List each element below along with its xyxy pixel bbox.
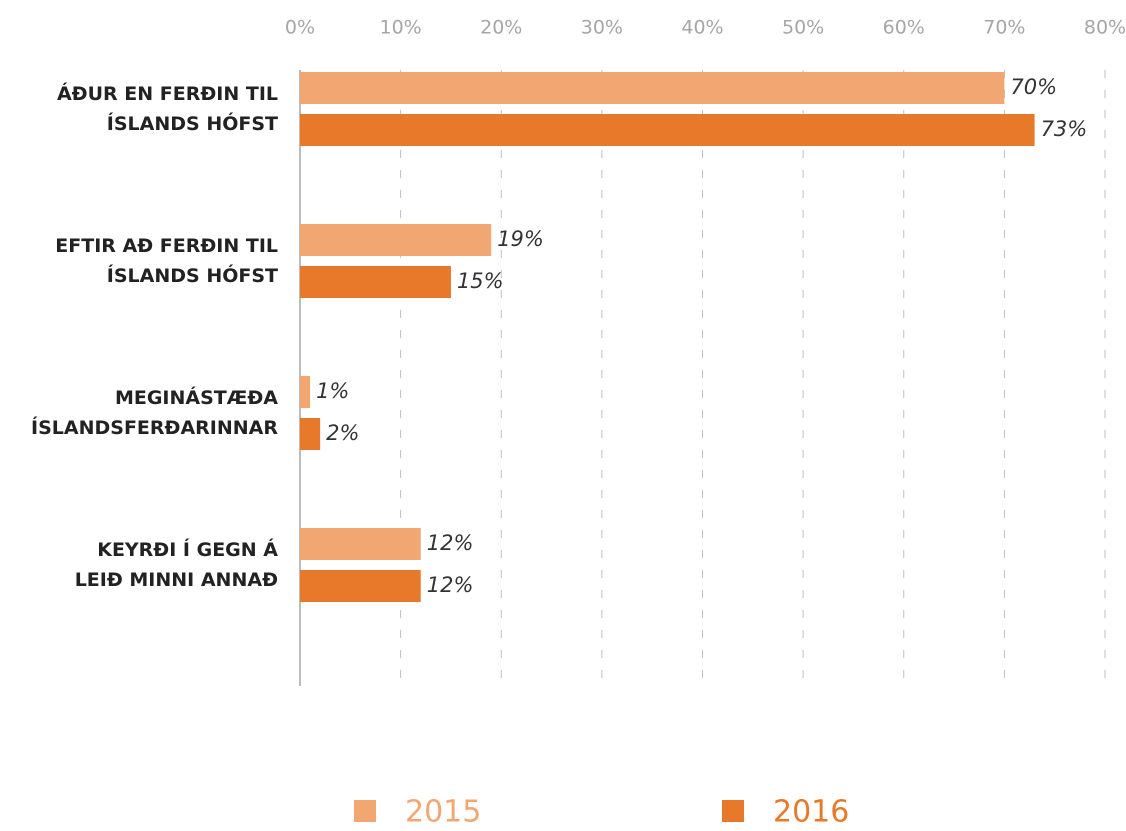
bar (300, 114, 1035, 146)
bar (300, 224, 492, 256)
legend-label: 2015 (405, 795, 481, 830)
legend-label: 2016 (773, 795, 849, 830)
bar (300, 528, 421, 560)
x-tick-label: 50% (782, 17, 824, 39)
x-tick-label: 30% (581, 17, 623, 39)
value-label: 15% (457, 269, 504, 293)
value-label: 2% (326, 421, 359, 445)
value-label: 1% (316, 379, 349, 403)
x-tick-label: 20% (480, 17, 522, 39)
category-label: MEGINÁSTÆÐA ÍSLANDSFERÐARINNAR (31, 386, 278, 439)
category-label: EFTIR AÐ FERÐIN TIL ÍSLANDS HÓFST (55, 235, 278, 287)
x-tick-label: 10% (380, 17, 422, 39)
value-label: 73% (1041, 117, 1088, 141)
x-tick-label: 70% (983, 17, 1025, 39)
value-label: 12% (427, 573, 474, 597)
bar (300, 376, 311, 408)
bar (300, 72, 1005, 104)
bar (300, 266, 451, 298)
value-label: 19% (497, 227, 544, 251)
x-tick-label: 0% (285, 17, 315, 39)
bar (300, 418, 321, 450)
bar (300, 570, 421, 602)
x-tick-label: 80% (1084, 17, 1126, 39)
x-tick-label: 40% (681, 17, 723, 39)
category-label: KEYRÐI Í GEGN Á LEIÐ MINNI ANNAÐ (75, 538, 279, 591)
x-tick-label: 60% (883, 17, 925, 39)
value-label: 12% (427, 531, 474, 555)
legend-swatch (354, 800, 376, 822)
legend-swatch (722, 800, 744, 822)
category-label: ÁÐUR EN FERÐIN TIL ÍSLANDS HÓFST (57, 82, 278, 135)
value-label: 70% (1010, 75, 1057, 99)
